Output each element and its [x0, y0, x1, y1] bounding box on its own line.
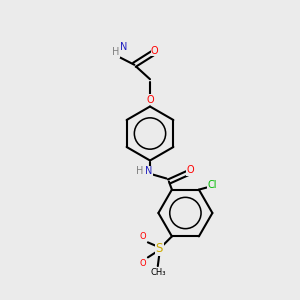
Text: O: O — [140, 259, 146, 268]
Text: O: O — [187, 165, 194, 175]
Text: O: O — [151, 46, 159, 56]
Text: N: N — [145, 166, 152, 176]
Text: N: N — [120, 42, 127, 52]
Text: O: O — [146, 95, 154, 105]
Text: H: H — [136, 166, 143, 176]
Text: CH₃: CH₃ — [150, 268, 166, 277]
Text: Cl: Cl — [208, 180, 218, 190]
Text: O: O — [140, 232, 146, 241]
Text: H: H — [112, 47, 119, 57]
Text: S: S — [156, 242, 163, 256]
